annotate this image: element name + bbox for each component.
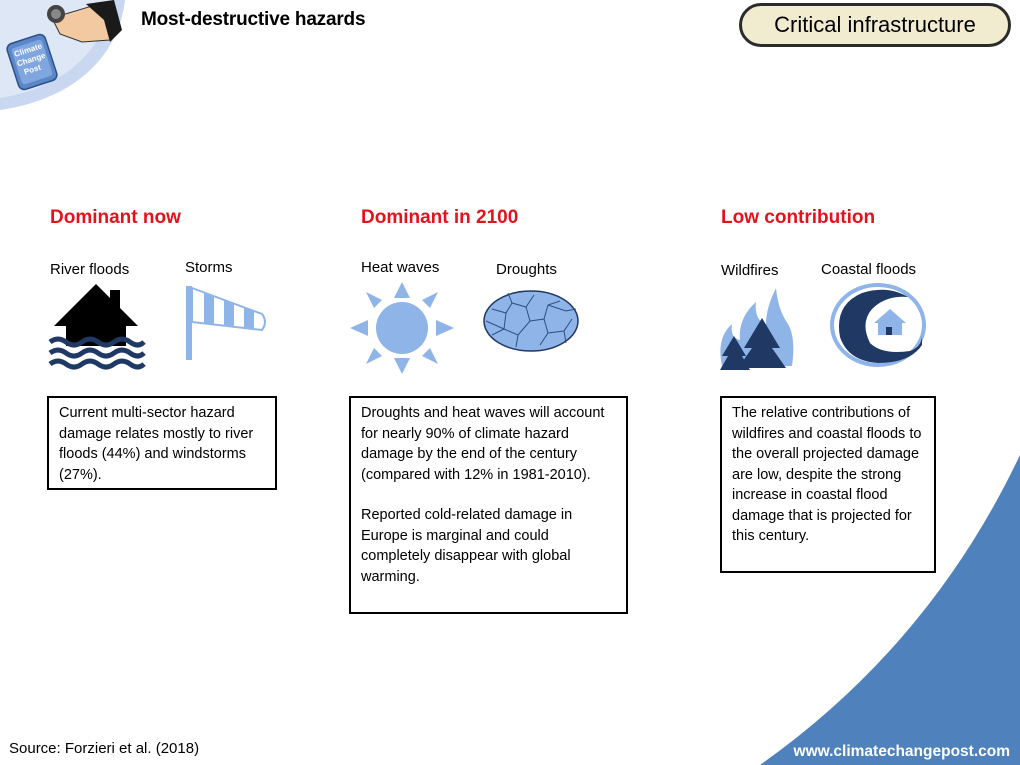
heading-low-contribution: Low contribution — [721, 207, 876, 228]
label-droughts: Droughts — [496, 261, 557, 278]
text-dominant-2100-1: Droughts and heat waves will account for… — [361, 405, 605, 483]
text-box-dominant-2100: Droughts and heat waves will account for… — [349, 396, 628, 614]
label-coastal-floods: Coastal floods — [821, 261, 917, 278]
heading-dominant-now: Dominant now — [50, 207, 181, 228]
heading-dominant-2100: Dominant in 2100 — [361, 207, 519, 228]
house-flood-icon — [48, 284, 146, 370]
text-dominant-now-1: Current multi-sector hazard damage relat… — [59, 405, 254, 483]
wave-house-icon — [830, 283, 926, 367]
text-box-low-contribution: The relative contributions of wildfires … — [720, 396, 936, 573]
text-low-contribution-1: The relative contributions of wildfires … — [732, 405, 922, 544]
category-badge: Critical infrastructure — [739, 3, 1011, 47]
label-river-floods: River floods — [50, 261, 130, 278]
page-title: Most-destructive hazards — [141, 9, 366, 30]
source-citation: Source: Forzieri et al. (2018) — [9, 740, 200, 757]
text-dominant-2100-2: Reported cold-related damage in Europe i… — [361, 507, 573, 585]
label-heat-waves: Heat waves — [361, 259, 440, 276]
label-storms: Storms — [185, 259, 233, 276]
website-link[interactable]: www.climatechangepost.com — [793, 743, 1010, 760]
text-box-dominant-now: Current multi-sector hazard damage relat… — [47, 396, 277, 490]
climate-change-post-logo: Climate Change Post — [0, 0, 125, 110]
label-wildfires: Wildfires — [721, 262, 779, 279]
windsock-icon — [186, 286, 266, 360]
cracked-earth-icon — [483, 290, 579, 352]
corner-decoration — [760, 455, 1020, 765]
sun-icon — [350, 282, 454, 374]
forest-fire-icon — [720, 288, 794, 370]
